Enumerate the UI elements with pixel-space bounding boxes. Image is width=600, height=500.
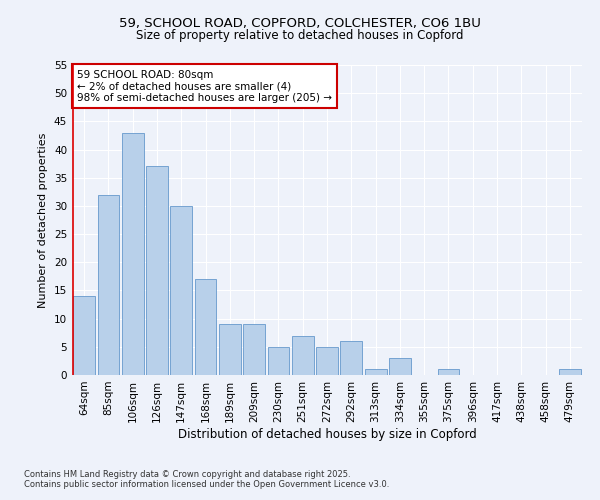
- Text: Contains HM Land Registry data © Crown copyright and database right 2025.: Contains HM Land Registry data © Crown c…: [24, 470, 350, 479]
- Text: Contains public sector information licensed under the Open Government Licence v3: Contains public sector information licen…: [24, 480, 389, 489]
- Bar: [170, 206, 192, 375]
- Bar: [219, 324, 241, 375]
- Bar: [97, 194, 119, 375]
- Bar: [365, 370, 386, 375]
- Bar: [122, 132, 143, 375]
- Bar: [437, 370, 460, 375]
- X-axis label: Distribution of detached houses by size in Copford: Distribution of detached houses by size …: [178, 428, 476, 440]
- Bar: [73, 296, 95, 375]
- Bar: [146, 166, 168, 375]
- Bar: [340, 341, 362, 375]
- Bar: [316, 347, 338, 375]
- Bar: [389, 358, 411, 375]
- Bar: [243, 324, 265, 375]
- Bar: [268, 347, 289, 375]
- Bar: [292, 336, 314, 375]
- Bar: [194, 279, 217, 375]
- Text: 59, SCHOOL ROAD, COPFORD, COLCHESTER, CO6 1BU: 59, SCHOOL ROAD, COPFORD, COLCHESTER, CO…: [119, 18, 481, 30]
- Y-axis label: Number of detached properties: Number of detached properties: [38, 132, 49, 308]
- Bar: [559, 370, 581, 375]
- Text: 59 SCHOOL ROAD: 80sqm
← 2% of detached houses are smaller (4)
98% of semi-detach: 59 SCHOOL ROAD: 80sqm ← 2% of detached h…: [77, 70, 332, 103]
- Text: Size of property relative to detached houses in Copford: Size of property relative to detached ho…: [136, 29, 464, 42]
